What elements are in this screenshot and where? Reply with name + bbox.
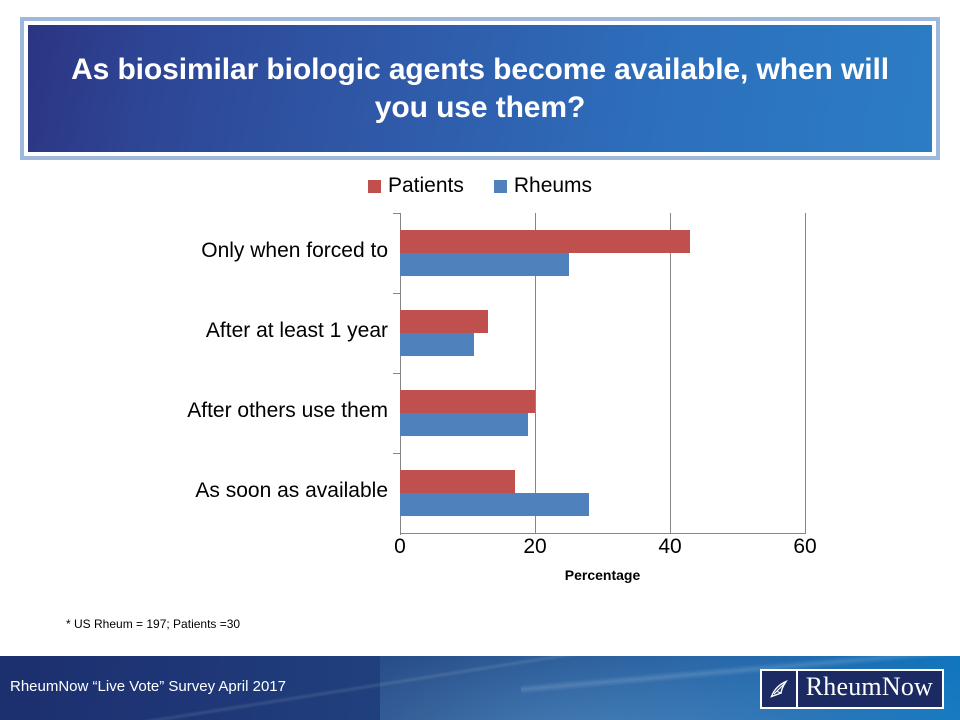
legend-item-rheums: Rheums bbox=[493, 174, 593, 198]
gridline-60 bbox=[805, 213, 806, 533]
plot-area bbox=[400, 213, 806, 533]
category-label: After others use them bbox=[187, 399, 388, 422]
legend-label-rheums: Rheums bbox=[513, 174, 593, 197]
rheumnow-logo[interactable]: RheumNow bbox=[759, 669, 944, 709]
x-tick-label: 20 bbox=[523, 535, 547, 558]
y-axis-line bbox=[400, 213, 401, 535]
title-banner-inner: As biosimilar biologic agents become ava… bbox=[28, 25, 932, 152]
gridline-40 bbox=[670, 213, 671, 533]
title-banner: As biosimilar biologic agents become ava… bbox=[20, 17, 940, 160]
bar-rheums-3 bbox=[400, 493, 589, 516]
x-axis-title: Percentage bbox=[564, 567, 641, 583]
x-tick-label: 60 bbox=[793, 535, 817, 558]
bar-rheums-1 bbox=[400, 333, 475, 356]
category-label: Only when forced to bbox=[201, 239, 388, 262]
rheumnow-wordmark: RheumNow bbox=[805, 672, 933, 701]
y-axis-tick bbox=[393, 453, 400, 454]
chart-legend: Patients Rheums bbox=[0, 174, 960, 198]
legend-swatch-patients-icon bbox=[367, 179, 381, 193]
category-label: As soon as available bbox=[195, 479, 388, 502]
legend-item-patients: Patients bbox=[367, 174, 464, 198]
bar-patients-2 bbox=[400, 390, 535, 413]
y-axis-tick-top bbox=[393, 213, 400, 214]
footnote: * US Rheum = 197; Patients =30 bbox=[66, 617, 241, 631]
bar-chart: Percentage 0 20 40 60 Only when forced to Aft… bbox=[0, 205, 960, 583]
y-axis-tick bbox=[393, 293, 400, 294]
banner-caption: RheumNow “Live Vote” Survey April 2017 bbox=[10, 678, 286, 695]
bar-patients-1 bbox=[400, 310, 488, 333]
legend-swatch-rheums-icon bbox=[493, 179, 507, 193]
bar-rheums-0 bbox=[400, 253, 569, 276]
y-axis-tick bbox=[393, 373, 400, 374]
x-axis-line bbox=[400, 533, 806, 534]
bar-patients-3 bbox=[400, 470, 515, 493]
page-title: As biosimilar biologic agents become ava… bbox=[71, 53, 889, 124]
x-tick-label: 0 bbox=[394, 535, 406, 558]
bar-rheums-2 bbox=[400, 413, 529, 436]
category-label: After at least 1 year bbox=[205, 319, 388, 342]
x-tick-label: 40 bbox=[658, 535, 682, 558]
rheumnow-glyph-icon bbox=[761, 671, 798, 707]
bar-patients-0 bbox=[400, 230, 691, 253]
legend-label-patients: Patients bbox=[387, 174, 464, 197]
gridline-20 bbox=[535, 213, 536, 533]
